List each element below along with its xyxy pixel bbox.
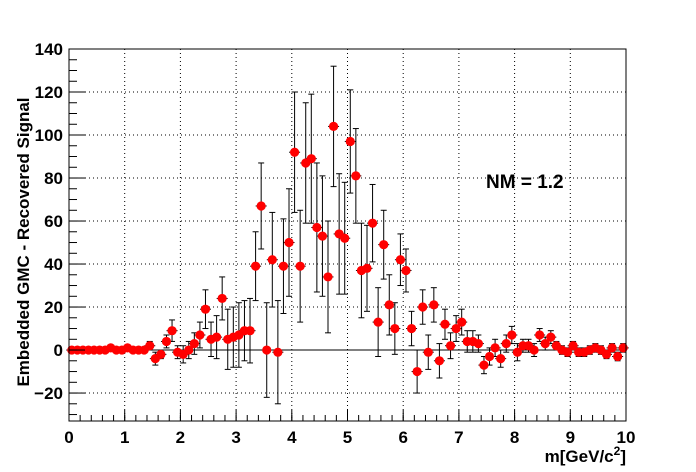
data-point: [507, 330, 517, 340]
x-tick-label: 10: [617, 428, 636, 447]
y-tick-label: 80: [44, 169, 63, 188]
data-point: [295, 261, 305, 271]
data-point: [395, 255, 406, 265]
data-point: [161, 336, 172, 347]
data-point: [317, 231, 328, 241]
x-tick-label: 0: [64, 428, 73, 447]
data-point: [267, 255, 277, 265]
data-point: [445, 341, 456, 351]
data-point: [351, 171, 361, 181]
data-point: [535, 330, 545, 340]
x-tick-label: 3: [231, 428, 240, 447]
data-point: [217, 293, 227, 304]
data-point: [289, 147, 300, 157]
data-point: [601, 349, 612, 359]
data-point: [156, 349, 166, 359]
data-point: [195, 330, 205, 340]
tick-labels: 0 1 2 3 4 5 6 7 8 9 10 −20 0 20 40 60 80 100 120 140: [34, 40, 635, 447]
y-tick-label: −20: [34, 384, 63, 403]
axes: [68, 48, 627, 421]
data-point: [546, 332, 556, 342]
y-tick-label: 100: [35, 126, 63, 145]
x-tick-label: 1: [120, 428, 129, 447]
data-point: [429, 300, 439, 310]
y-tick-label: 120: [35, 83, 63, 102]
x-tick-label: 5: [343, 428, 352, 447]
data-point: [262, 345, 272, 355]
x-axis-title-close: ]: [620, 447, 626, 466]
y-tick-label: 40: [44, 255, 63, 274]
data-point: [379, 240, 389, 250]
data-point: [345, 136, 355, 147]
data-point: [484, 351, 495, 362]
y-tick-label: 60: [44, 212, 63, 231]
data-point: [562, 347, 573, 357]
data-point: [184, 345, 194, 355]
y-tick-label: 20: [44, 298, 63, 317]
data-point: [501, 338, 511, 349]
data-point: [390, 323, 400, 334]
data-point: [451, 323, 461, 334]
data-point: [540, 338, 550, 349]
x-tick-label: 8: [510, 428, 519, 447]
data-point: [145, 341, 155, 351]
data-point: [529, 345, 539, 355]
data-point: [245, 326, 255, 336]
data-point: [367, 218, 378, 228]
data-point: [401, 265, 411, 276]
x-axis-title: m[GeV/c2]: [545, 444, 626, 466]
x-tick-label: 2: [176, 428, 185, 447]
data-point: [189, 338, 199, 349]
data-point: [496, 354, 506, 364]
data-point: [512, 347, 522, 357]
data-point: [423, 347, 433, 357]
data-point: [362, 263, 372, 273]
y-axis-title: Embedded GMC - Recovered Signal: [14, 97, 33, 386]
data-point: [212, 332, 222, 342]
data-point: [328, 121, 339, 132]
x-tick-label: 9: [566, 428, 575, 447]
data-point: [457, 317, 467, 327]
data-point: [256, 201, 266, 211]
data-point: [312, 222, 322, 233]
x-tick-label: 7: [454, 428, 463, 447]
data-point: [479, 360, 489, 370]
data-point: [434, 356, 445, 366]
y-tick-label: 140: [35, 40, 63, 59]
data-point: [384, 300, 394, 310]
data-point: [273, 347, 283, 357]
x-axis-title-sup: 2: [614, 444, 621, 458]
data-point: [250, 261, 261, 271]
data-point: [278, 261, 289, 271]
data-point: [490, 343, 500, 353]
data-point: [607, 343, 617, 353]
data-point: [167, 326, 177, 336]
x-tick-label: 4: [287, 428, 297, 447]
x-axis-title-main: m[GeV/c: [545, 447, 614, 466]
nm-annotation: NM = 1.2: [486, 172, 564, 193]
data-point: [340, 233, 350, 243]
data-point: [306, 154, 316, 164]
data-point: [418, 302, 428, 312]
data-point: [284, 237, 294, 248]
data-point: [440, 319, 450, 329]
data-point: [323, 272, 333, 282]
data-point: [473, 338, 483, 349]
data-point: [200, 304, 211, 314]
data-point: [412, 366, 422, 377]
data-point: [373, 317, 383, 327]
x-tick-label: 6: [398, 428, 407, 447]
data-point: [613, 351, 623, 362]
data-point: [568, 341, 578, 351]
y-tick-label: 0: [54, 341, 63, 360]
data-point: [406, 323, 417, 334]
